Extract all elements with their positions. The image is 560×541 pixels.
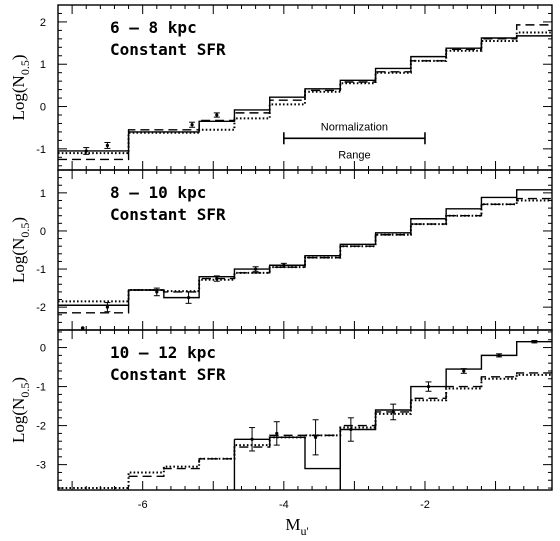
- data-point: [391, 410, 395, 414]
- x-axis-label-sub: u': [300, 524, 308, 538]
- y-axis-label: Log(N0.5): [9, 55, 32, 121]
- data-point: [80, 326, 85, 330]
- y-tick-label: 2: [40, 17, 46, 29]
- data-point: [155, 290, 159, 294]
- y-axis-label: Log(N0.5): [9, 377, 32, 443]
- y-tick-label: -1: [36, 382, 46, 394]
- normalization-label: Normalization: [321, 121, 388, 133]
- series-dotted-line: [58, 31, 552, 155]
- data-point: [254, 267, 258, 271]
- series-dotted-line: [58, 199, 552, 303]
- y-tick-label: -2: [36, 302, 46, 314]
- data-point: [190, 123, 194, 127]
- y-axis-label-main: Log(N: [9, 238, 28, 283]
- y-tick-label: -1: [36, 144, 46, 156]
- series-solid-line: [58, 189, 552, 306]
- data-point: [215, 276, 219, 281]
- panel-label-model: Constant SFR: [110, 205, 226, 224]
- data-point: [462, 369, 466, 373]
- data-point: [349, 427, 353, 432]
- series-dotted-line: [58, 373, 552, 490]
- y-axis-label-sub: 0.5: [18, 60, 32, 75]
- range-label: Range: [338, 149, 370, 161]
- panel-label-range: 6 – 8 kpc: [110, 18, 197, 37]
- data-point: [275, 431, 279, 436]
- series-dashed-line: [128, 372, 552, 478]
- data-point: [84, 149, 88, 153]
- x-tick-label: -2: [420, 499, 430, 511]
- x-axis-label: Mu': [285, 515, 308, 538]
- y-axis-label-main: Log(N: [9, 75, 28, 120]
- y-tick-label: -1: [36, 264, 46, 276]
- data-point: [313, 435, 318, 439]
- y-tick-label: -3: [36, 460, 46, 472]
- y-tick-label: -2: [36, 421, 46, 433]
- panel-label-range: 8 – 10 kpc: [110, 183, 206, 202]
- data-point: [215, 113, 219, 117]
- panel-label-model: Constant SFR: [110, 40, 226, 59]
- panel-1: -1 0 1 2 6 – 8 kpc Constant SFR Log(N0.5) Norma…: [9, 4, 553, 171]
- y-axis-label-sub: 0.5: [18, 223, 32, 238]
- data-point: [532, 340, 536, 344]
- y-axis-label-end: ): [9, 377, 28, 383]
- panel-label-range: 10 – 12 kpc: [110, 343, 216, 362]
- data-point: [105, 305, 109, 309]
- y-axis-label-end: ): [9, 217, 28, 223]
- data-point: [250, 437, 254, 441]
- y-tick-label: 1: [40, 59, 46, 71]
- y-axis-label: Log(N0.5): [9, 217, 32, 283]
- y-tick-label: 0: [40, 102, 46, 114]
- data-point: [282, 263, 286, 267]
- data-point: [497, 353, 501, 357]
- y-axis-label-main: Log(N: [9, 398, 28, 443]
- panel-2: -2 -1 0 1 8 – 10 kpc Constant SFR Log(N0.5): [9, 169, 553, 331]
- y-axis-label-end: ): [9, 55, 28, 61]
- y-axis-label-sub: 0.5: [18, 383, 32, 398]
- data-point: [186, 296, 191, 300]
- y-tick-label: 1: [40, 188, 46, 200]
- data-point: [426, 384, 431, 389]
- panel-label-model: Constant SFR: [110, 365, 226, 384]
- x-tick-label: -4: [279, 499, 289, 511]
- x-tick-label: -6: [138, 499, 148, 511]
- y-tick-label: 0: [40, 226, 46, 238]
- y-tick-label: 0: [40, 343, 46, 355]
- data-point: [105, 143, 109, 148]
- x-axis-label-main: M: [285, 515, 300, 534]
